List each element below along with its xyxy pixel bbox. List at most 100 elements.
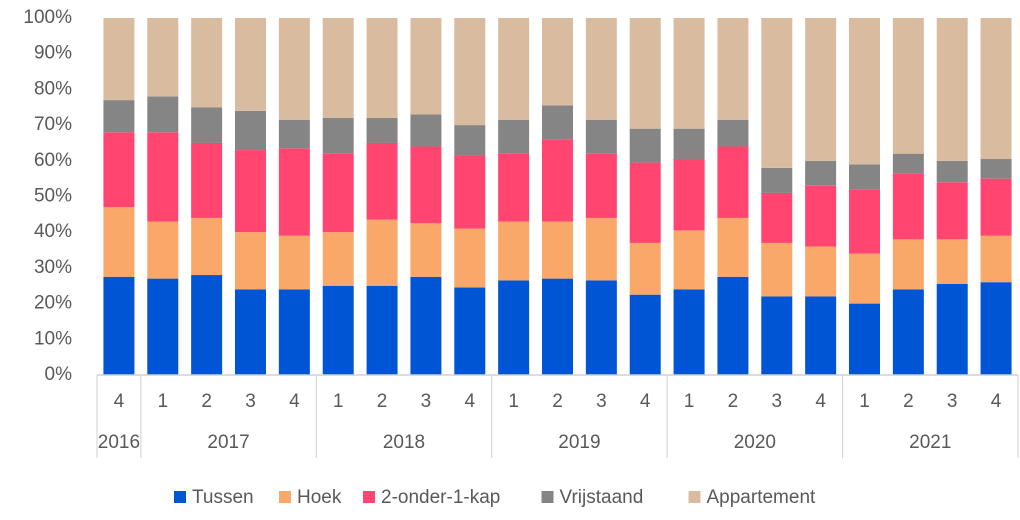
bar-segment [147,132,179,222]
x-tick-label: 3 [421,391,432,412]
legend-swatch [688,491,701,503]
y-tick-label: 30% [34,257,72,278]
bar-segment [892,289,924,375]
bar-segment [322,285,354,375]
bar-segment [980,159,1012,179]
bar-segment [849,164,880,190]
bar-segment [454,18,486,126]
bar-segment [454,287,486,375]
y-tick-label: 40% [34,221,72,242]
bar-segment [936,182,968,240]
bar-segment [892,239,924,290]
bar-segment [805,18,837,161]
legend-swatch [541,491,554,503]
x-tick-label: 1 [508,391,519,412]
bar-segment [498,280,530,375]
y-tick-label: 100% [23,7,72,28]
bar-segment [498,221,530,281]
x-tick-label: 3 [245,391,256,412]
bar-segment [191,107,223,143]
bar-segment [849,18,880,165]
bar-segment [585,18,617,120]
bar-segment [717,18,749,120]
x-tick-label: 4 [815,391,826,412]
bar-segment [805,296,837,375]
bar-segment [410,223,442,277]
bar-segment [761,296,793,375]
bar-segment [673,159,705,231]
bar-segment [191,217,223,276]
bar-segment [498,153,530,222]
bar-segment [235,232,266,290]
y-tick-label: 80% [34,78,72,99]
bar-segment [278,18,310,120]
bar-segment [103,207,135,277]
x-tick-label: 2 [201,391,212,412]
y-tick-label: 90% [34,43,72,64]
bar-segment [366,142,398,220]
bar-segment [936,160,968,183]
bar-segment [498,119,530,154]
bar-segment [717,217,749,277]
bar-segment [410,18,442,115]
bar-segment [629,294,661,375]
bar-segment [849,253,880,304]
x-tick-label: 1 [157,391,168,412]
x-tick-label: 3 [771,391,782,412]
bar-segment [980,18,1012,160]
x-group-label: 2017 [207,432,249,453]
bar-segment [454,155,486,229]
bar-segment [366,18,398,118]
bar-segment [235,110,266,151]
bar-segment [410,146,442,224]
bar-segment [366,219,398,286]
bar-segment [147,18,179,97]
x-group-label: 2020 [734,432,776,453]
bar-segment [673,289,705,375]
y-tick-label: 0% [45,364,73,385]
legend-label: 2-onder-1-kap [381,487,500,508]
legend-label: Tussen [192,487,254,508]
bar-segment [322,232,354,286]
x-tick-label: 2 [728,391,739,412]
x-tick-label: 4 [289,391,300,412]
bar-segment [629,242,661,295]
bar-segment [191,18,223,108]
bar-segment [322,117,354,154]
y-tick-label: 10% [34,328,72,349]
x-group-label: 2018 [383,432,425,453]
legend-label: Vrijstaand [560,487,644,508]
legend-swatch [279,491,291,503]
bar-segment [761,167,793,193]
bar-segment [191,142,223,218]
bar-segment [849,189,880,254]
x-tick-label: 4 [464,391,475,412]
bar-segment [147,278,179,375]
legend-label: Appartement [707,487,817,508]
bar-segment [585,153,617,218]
bar-segment [629,128,661,163]
x-tick-label: 1 [859,391,870,412]
bar-segment [761,242,793,297]
bar-segment [980,235,1012,283]
bar-segment [892,18,924,154]
bar-segment [147,221,179,279]
bar-segment [147,96,179,133]
bar-segment [278,148,310,236]
bar-segment [278,289,310,375]
y-tick-label: 20% [34,293,72,314]
bar-segment [717,276,749,375]
bar-segment [980,282,1012,375]
x-group-label: 2016 [98,432,140,453]
bar-segment [191,275,223,375]
bar-segment [761,192,793,243]
x-tick-label: 4 [991,391,1002,412]
bar-segment [235,289,266,375]
bar-segment [103,18,135,101]
bar-segment [454,228,486,288]
bar-segment [849,303,880,375]
bar-segment [322,18,354,118]
x-tick-label: 2 [552,391,563,412]
bar-segment [629,162,661,243]
bar-segment [103,276,135,375]
